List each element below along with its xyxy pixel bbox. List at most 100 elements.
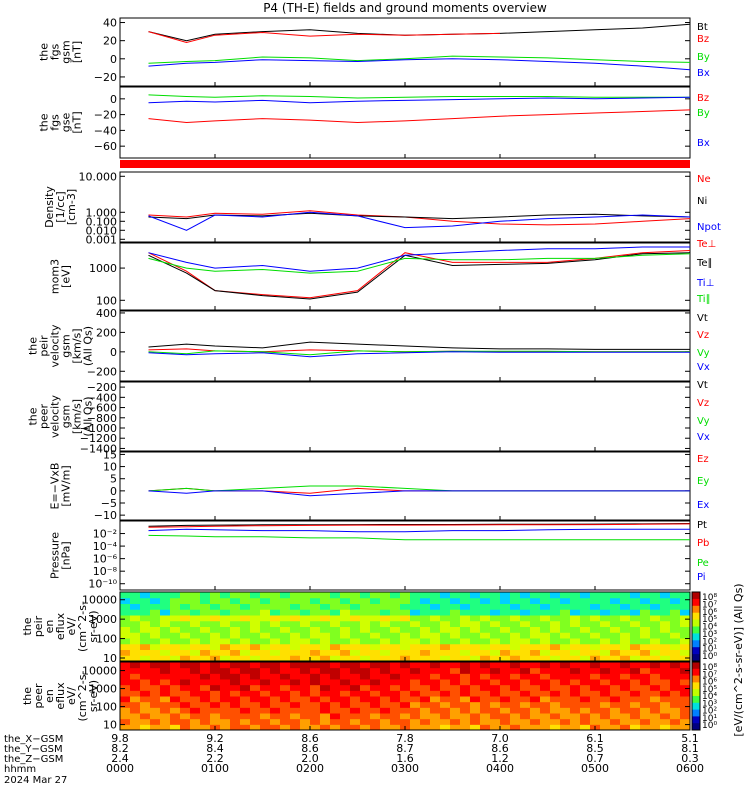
spectrogram-cell [590, 713, 601, 720]
spectrogram-cell [120, 667, 131, 674]
spectrogram-cell [140, 632, 151, 639]
spectrogram-cell [520, 673, 531, 680]
spectrogram-cell [120, 679, 131, 686]
spectrogram-cell [680, 701, 691, 708]
spectrogram-cell [280, 597, 291, 604]
spectrogram-cell [630, 597, 641, 604]
legend-label: Ex [697, 500, 709, 511]
y-tick-label: −1000 [80, 422, 117, 435]
spectrogram-cell [400, 701, 411, 708]
spectrogram-cell [160, 684, 171, 691]
spectrogram-cell [360, 597, 371, 604]
spectrogram-cell [160, 655, 171, 662]
y-axis-label-line: the [27, 407, 40, 425]
spectrogram-cell [530, 662, 541, 669]
spectrogram-cell [660, 615, 671, 622]
spectrogram-cell [650, 626, 661, 633]
colorbar-tick-label: 10⁸ [702, 663, 717, 673]
spectrogram-cell [290, 718, 301, 725]
spectrogram-cell [420, 679, 431, 686]
spectrogram-cell [500, 603, 511, 610]
spectrogram-cell [230, 673, 241, 680]
spectrogram-cell [500, 701, 511, 708]
spectrogram-cell [510, 701, 521, 708]
spectrogram-cell [650, 684, 661, 691]
spectrogram-cell [580, 632, 591, 639]
spectrogram-cell [140, 643, 151, 650]
panel-peir_eflux: 10100100010000thepeirenefluxeV/(cm^2-s-s… [21, 591, 691, 665]
spectrogram-cell [180, 696, 191, 703]
spectrogram-cell [210, 684, 221, 691]
spectrogram-cell [310, 713, 321, 720]
spectrogram-cell [200, 696, 211, 703]
colorbar-tick-label: 10³ [702, 699, 717, 709]
x-axis-row-label: the_X−GSM [4, 734, 63, 745]
spectrogram-cell [260, 643, 271, 650]
spectrogram-cell [410, 690, 421, 697]
spectrogram-cell [430, 724, 441, 731]
spectrogram-cell [440, 643, 451, 650]
spectrogram-cell [400, 649, 411, 656]
spectrogram-cell [310, 643, 321, 650]
spectrogram-cell [200, 626, 211, 633]
spectrogram-cell [400, 679, 411, 686]
spectrogram-cell [570, 638, 581, 645]
spectrogram-cell [440, 638, 451, 645]
spectrogram-cell [420, 603, 431, 610]
spectrogram-cell [570, 667, 581, 674]
spectrogram-cell [480, 679, 491, 686]
spectrogram-cell [190, 643, 201, 650]
spectrogram-cell [360, 638, 371, 645]
spectrogram-cell [380, 643, 391, 650]
spectrogram-cell [370, 713, 381, 720]
x-tick-label: 7.0 [491, 732, 509, 745]
spectrogram-cell [620, 701, 631, 708]
spectrogram-cell [640, 620, 651, 627]
spectrogram-cell [190, 597, 201, 604]
panel-frame [119, 171, 691, 243]
spectrogram-cell [510, 603, 521, 610]
spectrogram-cell [580, 696, 591, 703]
x-tick-label: 8.6 [301, 732, 319, 745]
spectrogram-cell [510, 592, 521, 599]
spectrogram-cell [400, 592, 411, 599]
colorbar-segment [692, 716, 700, 724]
spectrogram-cell [620, 592, 631, 599]
spectrogram-cell [430, 690, 441, 697]
spectrogram-cell [640, 701, 651, 708]
spectrogram-cell [560, 690, 571, 697]
spectrogram-cell [410, 609, 421, 616]
spectrogram-cell [500, 713, 511, 720]
y-tick-label: 1.000 [86, 206, 118, 219]
spectrogram-cell [450, 632, 461, 639]
series-line-temperature-1 [148, 252, 691, 300]
spectrogram-cell [460, 684, 471, 691]
spectrogram-cell [170, 603, 181, 610]
spectrogram-cell [680, 662, 691, 669]
spectrogram-cell [180, 655, 191, 662]
colorbar-segment [692, 654, 700, 662]
spectrogram-cell [660, 701, 671, 708]
spectrogram-cell [120, 655, 131, 662]
spectrogram-cell [550, 713, 561, 720]
spectrogram-cell [440, 620, 451, 627]
spectrogram-cell [520, 632, 531, 639]
spectrogram-cell [450, 626, 461, 633]
spectrogram-cell [670, 620, 681, 627]
spectrogram-cell [560, 615, 571, 622]
spectrogram-cell [290, 713, 301, 720]
spectrogram-cell [270, 592, 281, 599]
spectrogram-cell [180, 667, 191, 674]
spectrogram-cell [620, 643, 631, 650]
spectrogram-cell [680, 597, 691, 604]
y-axis-label-line: [nT] [71, 111, 84, 133]
spectrogram-cell [300, 696, 311, 703]
spectrogram-cell [400, 643, 411, 650]
colorbar-tick-label: 10⁵ [702, 615, 717, 625]
spectrogram-cell [190, 620, 201, 627]
spectrogram-cell [500, 649, 511, 656]
spectrogram-cell [300, 667, 311, 674]
spectrogram-cell [340, 632, 351, 639]
spectrogram-cell [390, 690, 401, 697]
